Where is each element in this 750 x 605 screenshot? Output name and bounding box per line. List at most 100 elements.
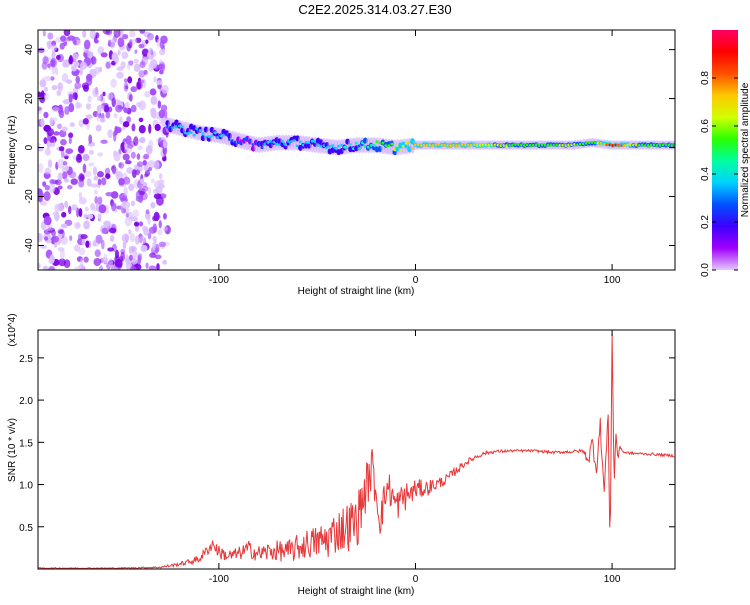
noise-blob bbox=[46, 140, 51, 150]
noise-blob bbox=[114, 258, 123, 268]
noise-blob bbox=[73, 244, 81, 252]
noise-blob bbox=[61, 211, 67, 218]
noise-blob bbox=[149, 252, 156, 259]
noise-blob bbox=[78, 119, 84, 128]
noise-blob bbox=[148, 47, 154, 55]
noise-blob bbox=[101, 177, 107, 186]
y-tick-label: 1.0 bbox=[19, 481, 33, 492]
noise-blob bbox=[122, 200, 127, 206]
noise-blob bbox=[163, 212, 167, 220]
noise-blob bbox=[139, 136, 146, 144]
noise-blob bbox=[74, 82, 82, 90]
noise-blob bbox=[145, 209, 150, 215]
noise-blob bbox=[68, 102, 75, 113]
noise-blob bbox=[156, 263, 160, 270]
noise-blob bbox=[38, 163, 44, 173]
noise-blob bbox=[111, 202, 117, 212]
noise-blob bbox=[145, 262, 149, 269]
noise-blob bbox=[94, 32, 100, 39]
noise-blob bbox=[78, 179, 85, 188]
noise-blob bbox=[83, 84, 90, 92]
noise-blob bbox=[119, 116, 123, 125]
noise-blob bbox=[148, 139, 154, 150]
noise-blob bbox=[125, 254, 129, 262]
noise-blob bbox=[139, 61, 146, 69]
noise-blob bbox=[57, 185, 63, 190]
noise-blob bbox=[105, 61, 111, 69]
noise-blob bbox=[44, 148, 51, 156]
noise-blob bbox=[38, 191, 44, 199]
noise-blob bbox=[154, 254, 162, 260]
colorbar-tick-label: 0.4 bbox=[700, 167, 711, 181]
noise-blob bbox=[64, 105, 70, 115]
noise-blob bbox=[43, 92, 49, 100]
noise-blob bbox=[50, 57, 58, 68]
noise-blob bbox=[141, 185, 149, 192]
noise-blob bbox=[101, 227, 108, 234]
noise-blob bbox=[59, 42, 65, 50]
y-tick-label: 2.5 bbox=[19, 354, 33, 365]
noise-blob bbox=[62, 61, 70, 68]
colorbar-label: Normalized spectral amplitude bbox=[740, 82, 750, 217]
noise-blob bbox=[50, 44, 58, 52]
noise-blob bbox=[82, 118, 89, 125]
noise-blob bbox=[120, 142, 126, 151]
noise-blob bbox=[56, 90, 62, 97]
noise-blob bbox=[131, 169, 137, 178]
noise-blob bbox=[44, 226, 52, 232]
noise-blob bbox=[63, 178, 69, 183]
snr-x-label: Height of straight line (km) bbox=[298, 586, 415, 597]
noise-blob bbox=[61, 126, 68, 132]
noise-blob bbox=[130, 200, 136, 207]
noise-blob bbox=[64, 200, 69, 209]
noise-blob bbox=[42, 30, 46, 37]
y-tick-label: 0.5 bbox=[19, 523, 33, 534]
noise-blob bbox=[133, 221, 140, 227]
noise-blob bbox=[87, 95, 92, 103]
noise-blob bbox=[107, 39, 111, 47]
noise-blob bbox=[153, 76, 157, 83]
noise-blob bbox=[67, 185, 73, 190]
noise-blob bbox=[62, 161, 68, 166]
noise-blob bbox=[85, 114, 93, 120]
noise-blob bbox=[126, 62, 131, 71]
noise-blob bbox=[123, 78, 128, 83]
noise-blob bbox=[137, 145, 143, 151]
noise-blob bbox=[53, 131, 60, 136]
noise-blob bbox=[44, 167, 52, 175]
noise-blob bbox=[42, 181, 47, 187]
noise-blob bbox=[52, 106, 60, 113]
noise-blob bbox=[105, 191, 114, 197]
x-tick-label: 0 bbox=[413, 574, 419, 585]
noise-blob bbox=[39, 201, 48, 206]
noise-blob bbox=[97, 178, 102, 186]
y-tick-label: 20 bbox=[24, 93, 35, 105]
noise-blob bbox=[71, 204, 78, 211]
noise-blob bbox=[92, 166, 98, 176]
noise-blob bbox=[55, 54, 61, 60]
noise-blob bbox=[97, 46, 105, 55]
noise-blob bbox=[47, 32, 54, 40]
noise-blob bbox=[147, 167, 152, 172]
noise-blob bbox=[75, 75, 81, 84]
noise-blob bbox=[73, 39, 77, 45]
noise-blob bbox=[113, 152, 121, 162]
noise-blob bbox=[129, 233, 135, 243]
noise-blob bbox=[132, 209, 140, 218]
noise-blob bbox=[79, 174, 85, 181]
noise-blob bbox=[152, 236, 157, 242]
noise-blob bbox=[74, 61, 80, 67]
noise-blob bbox=[129, 30, 136, 38]
noise-blob bbox=[42, 76, 46, 85]
noise-blob bbox=[159, 39, 165, 50]
noise-blob bbox=[97, 152, 104, 157]
noise-blob bbox=[129, 265, 137, 270]
noise-blob bbox=[152, 242, 157, 250]
noise-blob bbox=[44, 236, 49, 241]
snr-x-ticks: -100 0 100 bbox=[209, 330, 621, 585]
noise-blob bbox=[57, 82, 63, 90]
noise-blob bbox=[98, 204, 107, 214]
noise-blob bbox=[57, 229, 64, 235]
noise-blob bbox=[100, 139, 108, 144]
